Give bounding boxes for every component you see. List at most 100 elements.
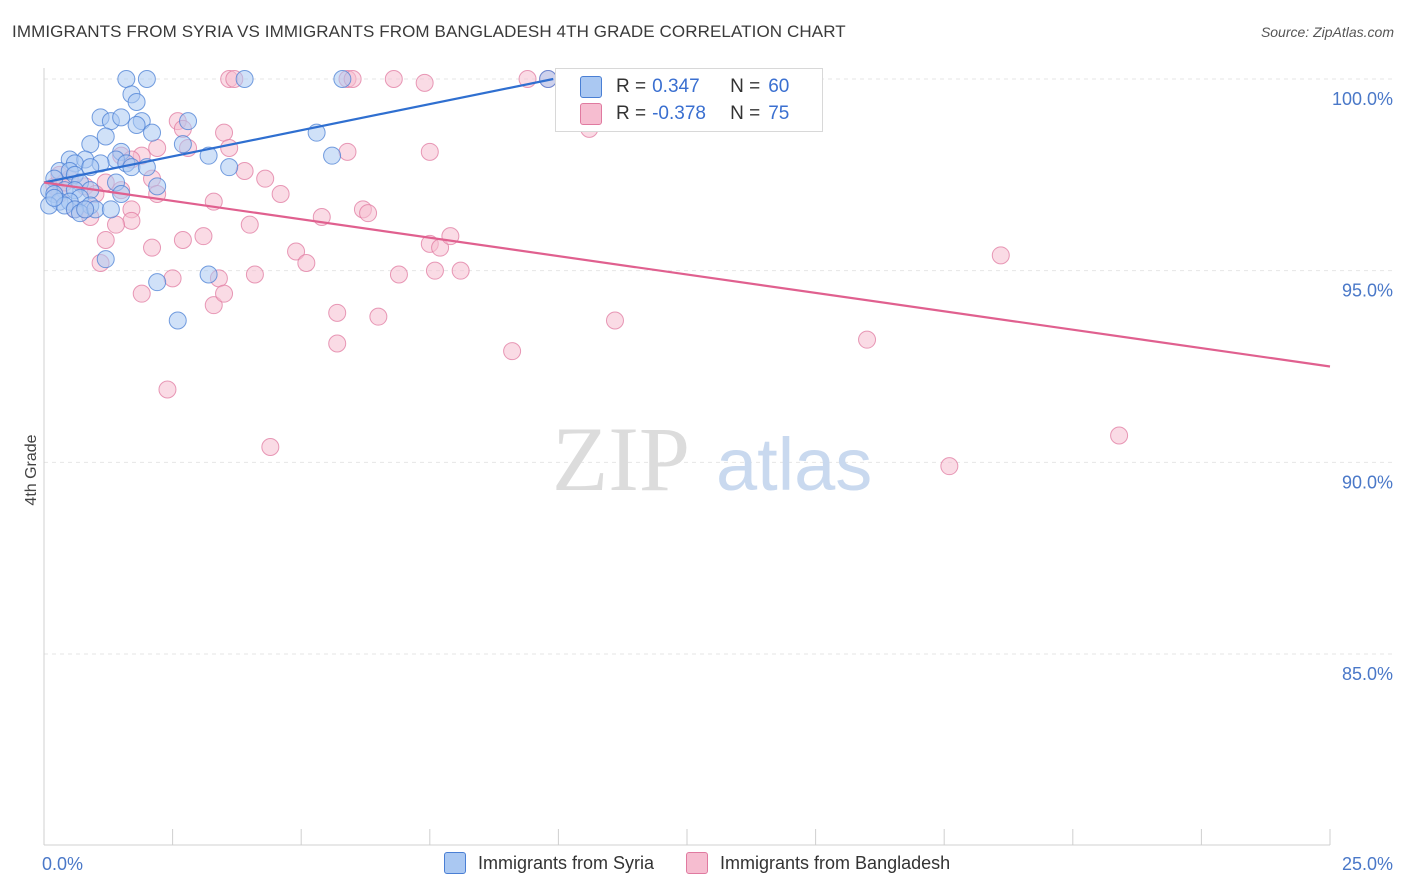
legend-r-value: 0.347	[652, 76, 700, 97]
legend-row-bangladesh: R = -0.378 N = 75	[580, 101, 789, 127]
legend-n-value: 75	[768, 103, 790, 124]
y-axis-label: 4th Grade	[23, 434, 40, 505]
watermark-zip: ZIP	[552, 408, 690, 510]
series-legend: Immigrants from Syria Immigrants from Ba…	[444, 852, 982, 874]
trend-lines	[43, 77, 1331, 368]
bangladesh-point	[173, 231, 192, 249]
syria-point	[235, 70, 254, 88]
syria-point	[137, 70, 156, 88]
bangladesh-point	[287, 242, 306, 261]
syria-point	[179, 112, 198, 131]
legend-row-syria: R = 0.347 N = 60	[580, 74, 789, 100]
legend-r-value: -0.378	[652, 103, 706, 124]
syria-point	[148, 273, 167, 292]
syria-point	[143, 123, 162, 142]
bangladesh-point	[107, 215, 126, 234]
legend-n-value: 60	[768, 76, 790, 97]
syria-point	[76, 200, 95, 219]
syria-point	[333, 70, 352, 88]
syria-point	[199, 146, 218, 165]
bangladesh-swatch	[580, 103, 602, 125]
watermark-atlas: atlas	[716, 423, 872, 506]
legend-r-label: R =	[616, 76, 647, 97]
chart-title: IMMIGRANTS FROM SYRIA VS IMMIGRANTS FROM…	[12, 22, 846, 41]
bangladesh-point	[991, 246, 1010, 265]
source-label: Source: ZipAtlas.com	[1260, 24, 1394, 40]
bangladesh-point	[122, 211, 141, 230]
bangladesh-point	[328, 334, 347, 353]
bangladesh-point	[359, 204, 378, 223]
syria-point	[112, 108, 131, 127]
bangladesh-point	[425, 261, 444, 280]
y-tick-label: 85.0%	[1342, 664, 1393, 684]
bangladesh-point	[297, 254, 316, 272]
bangladesh-point	[240, 215, 259, 234]
y-tick-label: 90.0%	[1342, 472, 1393, 492]
bangladesh-point	[261, 438, 280, 456]
bangladesh-point	[328, 303, 347, 322]
legend-r-label: R =	[616, 103, 647, 124]
bangladesh-point	[132, 284, 151, 303]
x-tick-label-max: 25.0%	[1342, 854, 1393, 874]
syria-point	[173, 135, 192, 154]
syria-point	[96, 127, 115, 146]
bangladesh-point	[389, 265, 408, 284]
syria-point	[323, 146, 342, 165]
bangladesh-point	[158, 380, 177, 399]
syria-point	[127, 116, 146, 134]
stats-legend: R = 0.347 N = 60 R = -0.378 N = 75	[555, 68, 823, 132]
syria-point	[117, 70, 136, 88]
bangladesh-point	[163, 269, 182, 288]
syria-point	[220, 158, 239, 177]
syria-swatch	[580, 76, 602, 98]
bangladesh-point	[245, 265, 264, 284]
syria-point	[148, 177, 167, 196]
syria-point	[199, 265, 218, 284]
syria-point	[168, 311, 187, 330]
syria-point	[127, 93, 146, 111]
legend-label-bangladesh: Immigrants from Bangladesh	[720, 852, 951, 873]
bangladesh-point	[420, 142, 439, 161]
y-tick-label: 100.0%	[1332, 89, 1393, 109]
bangladesh-trend-line	[43, 181, 1331, 368]
bangladesh-point	[369, 307, 388, 326]
syria-legend-swatch	[444, 852, 466, 874]
bangladesh-point	[220, 139, 239, 157]
bangladesh-point	[256, 169, 275, 188]
bangladesh-point	[858, 330, 877, 349]
legend-label-syria: Immigrants from Syria	[478, 852, 655, 873]
bangladesh-point	[415, 73, 434, 92]
bangladesh-point	[215, 284, 234, 303]
bangladesh-point	[338, 142, 357, 161]
y-tick-labels: 100.0% 95.0% 90.0% 85.0%	[1332, 89, 1393, 684]
bangladesh-point	[204, 296, 223, 315]
bangladesh-point	[940, 457, 959, 476]
bangladesh-point	[451, 261, 470, 280]
bangladesh-point	[503, 342, 522, 361]
syria-point	[45, 188, 64, 207]
axes	[43, 68, 1331, 846]
bangladesh-point	[148, 139, 167, 157]
legend-item-bangladesh: Immigrants from Bangladesh	[686, 852, 950, 874]
watermark: ZIP atlas	[552, 408, 872, 510]
syria-point	[122, 158, 141, 177]
syria-point	[81, 135, 100, 154]
bangladesh-point	[194, 227, 213, 246]
bangladesh-legend-swatch	[686, 852, 709, 874]
bangladesh-point	[215, 123, 234, 142]
bangladesh-point	[235, 162, 254, 180]
y-tick-label: 95.0%	[1342, 281, 1393, 301]
syria-points	[40, 70, 558, 330]
syria-point	[96, 250, 115, 269]
legend-n-label: N =	[730, 103, 761, 124]
bangladesh-point	[143, 238, 162, 257]
legend-item-syria: Immigrants from Syria	[444, 852, 654, 874]
bangladesh-point	[271, 185, 290, 203]
bangladesh-point	[96, 231, 115, 249]
legend-n-label: N =	[730, 76, 761, 97]
bangladesh-point	[384, 70, 403, 88]
syria-point	[101, 200, 120, 219]
syria-trend-line	[43, 77, 554, 184]
x-tick-label-min: 0.0%	[42, 854, 83, 874]
